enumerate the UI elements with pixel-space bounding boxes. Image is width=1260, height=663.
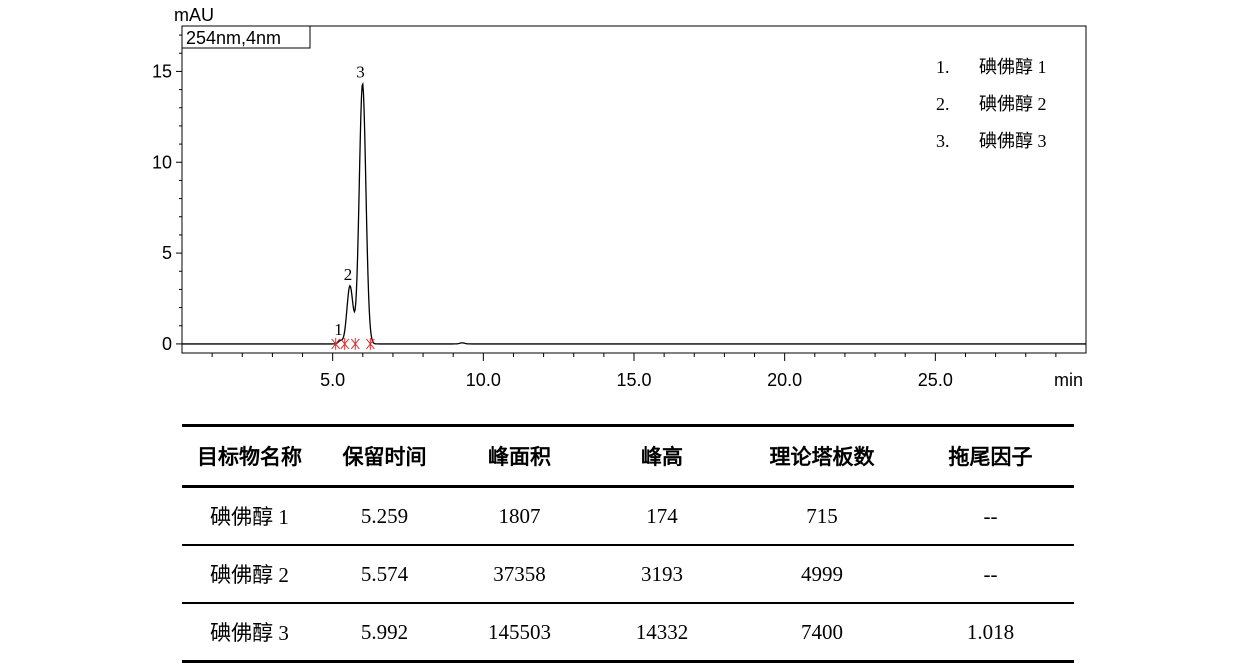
results-table: 目标物名称 保留时间 峰面积 峰高 理论塔板数 拖尾因子 碘佛醇 1 5.259… <box>182 424 1074 663</box>
cell-name: 碘佛醇 2 <box>182 545 317 604</box>
y-tick-label: 5 <box>162 243 172 263</box>
integration-mark <box>365 337 375 350</box>
x-tick-label: 5.0 <box>320 370 345 390</box>
cell-retention-time: 5.259 <box>317 486 452 546</box>
peak-label: 1 <box>334 320 343 339</box>
cell-peak-area: 37358 <box>452 545 587 604</box>
x-unit-label: min <box>1054 370 1083 390</box>
integration-mark <box>350 337 360 350</box>
legend-entry: 碘佛醇 2 <box>979 94 1047 114</box>
header-peak-height: 峰高 <box>587 424 737 488</box>
cell-peak-height: 174 <box>587 486 737 546</box>
y-tick-label: 15 <box>152 61 172 81</box>
wavelength-box <box>181 25 311 49</box>
integration-mark <box>331 337 341 350</box>
cell-name: 碘佛醇 1 <box>182 486 317 546</box>
y-tick-label: 10 <box>152 152 172 172</box>
x-tick-label: 15.0 <box>616 370 651 390</box>
x-tick-label: 10.0 <box>466 370 501 390</box>
cell-retention-time: 5.992 <box>317 603 452 663</box>
legend-entry: 碘佛醇 1 <box>979 57 1047 77</box>
cell-name: 碘佛醇 3 <box>182 603 317 663</box>
x-tick-label: 20.0 <box>767 370 802 390</box>
header-retention-time: 保留时间 <box>317 424 452 488</box>
cell-retention-time: 5.574 <box>317 545 452 604</box>
integration-marks <box>331 337 375 350</box>
legend-number: 1. <box>936 57 950 77</box>
x-axis: 5.0 10.0 15.0 20.0 25.0 <box>211 353 1057 390</box>
cell-peak-area: 1807 <box>452 486 587 546</box>
table-row: 碘佛醇 2 5.574 37358 3193 4999 -- <box>182 545 1074 604</box>
cell-tailing-factor: -- <box>907 545 1074 604</box>
wavelength-label: 254nm,4nm <box>186 28 281 48</box>
header-peak-area: 峰面积 <box>452 424 587 488</box>
cell-peak-height: 14332 <box>587 603 737 663</box>
y-tick-label: 0 <box>162 334 172 354</box>
cell-peak-area: 145503 <box>452 603 587 663</box>
x-tick-label: 25.0 <box>918 370 953 390</box>
header-tailing-factor: 拖尾因子 <box>907 424 1074 488</box>
chromatogram-trace <box>182 81 1086 345</box>
peak-label: 3 <box>356 63 365 82</box>
integration-mark <box>340 337 350 350</box>
peak-labels: 1 2 3 <box>334 63 365 339</box>
header-name: 目标物名称 <box>182 424 317 488</box>
legend: 1. 碘佛醇 1 2. 碘佛醇 2 3. 碘佛醇 3 <box>936 57 1047 151</box>
header-plate-count: 理论塔板数 <box>737 424 907 488</box>
cell-peak-height: 3193 <box>587 545 737 604</box>
peak-label: 2 <box>344 265 353 284</box>
cell-tailing-factor: -- <box>907 486 1074 546</box>
plot-frame <box>181 25 1087 354</box>
legend-number: 2. <box>936 94 950 114</box>
table-row: 碘佛醇 3 5.992 145503 14332 7400 1.018 <box>182 603 1074 663</box>
legend-entry: 碘佛醇 3 <box>979 131 1047 151</box>
cell-plate-count: 715 <box>737 486 907 546</box>
cell-plate-count: 7400 <box>737 603 907 663</box>
y-unit-label: mAU <box>174 5 214 25</box>
table-header-row: 目标物名称 保留时间 峰面积 峰高 理论塔板数 拖尾因子 <box>182 424 1074 488</box>
y-axis: 0 5 10 15 <box>152 34 182 354</box>
cell-plate-count: 4999 <box>737 545 907 604</box>
cell-tailing-factor: 1.018 <box>907 603 1074 663</box>
legend-number: 3. <box>936 131 950 151</box>
table-row: 碘佛醇 1 5.259 1807 174 715 -- <box>182 486 1074 546</box>
